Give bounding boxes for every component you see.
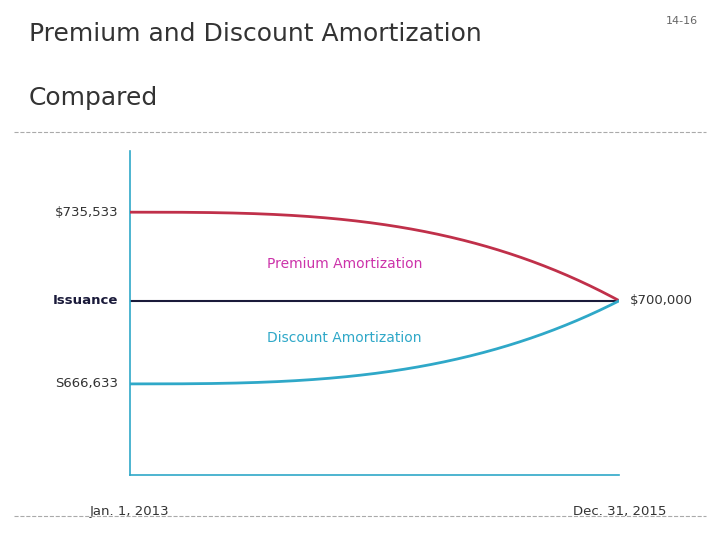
Text: $700,000: $700,000 — [630, 294, 693, 307]
Text: 14-16: 14-16 — [666, 16, 698, 26]
Text: Jan. 1, 2013: Jan. 1, 2013 — [90, 505, 169, 518]
Text: Issuance: Issuance — [53, 294, 119, 307]
Text: Premium and Discount Amortization: Premium and Discount Amortization — [29, 22, 482, 45]
Text: $735,533: $735,533 — [55, 206, 119, 219]
Text: Premium Amortization: Premium Amortization — [266, 257, 422, 271]
Text: Compared: Compared — [29, 86, 158, 110]
Text: S666,633: S666,633 — [55, 377, 119, 390]
Text: Discount Amortization: Discount Amortization — [266, 330, 421, 345]
Text: Dec. 31, 2015: Dec. 31, 2015 — [572, 505, 666, 518]
